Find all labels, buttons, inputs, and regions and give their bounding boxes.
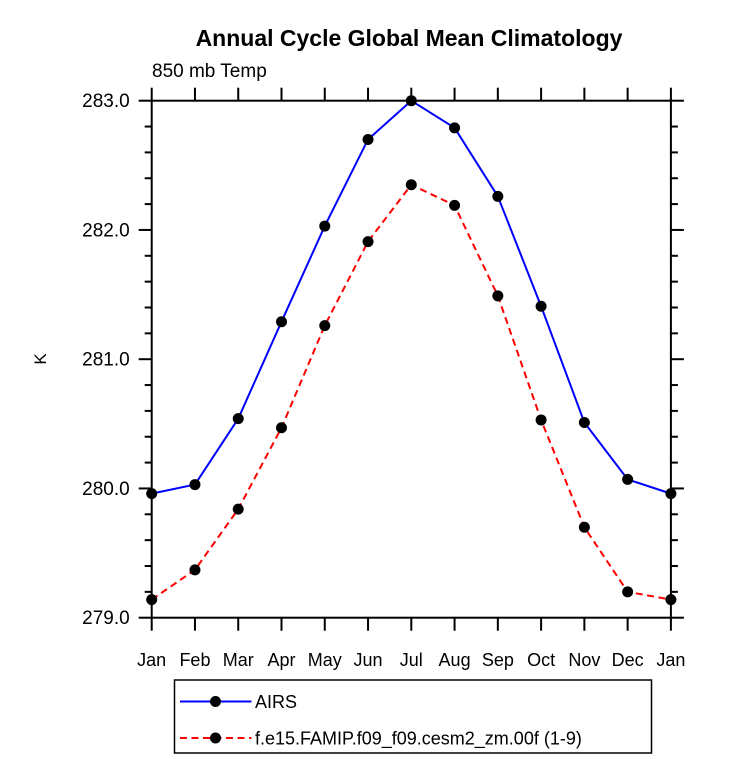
series-marker xyxy=(492,190,504,202)
series-marker xyxy=(232,503,244,515)
series-marker xyxy=(146,488,158,500)
series-marker xyxy=(449,199,461,211)
axes: Jan Feb Mar Apr May Jun Jul Aug Sep Oct Nov Dec Jan 2… xyxy=(82,87,685,670)
x-tick-label: Apr xyxy=(267,650,295,670)
y-tick-label: 279.0 xyxy=(82,608,130,629)
series-marker xyxy=(362,236,374,248)
y-tick-label: 283.0 xyxy=(82,91,130,112)
series-marker xyxy=(449,122,461,134)
legend-marker xyxy=(210,696,221,707)
series-marker xyxy=(189,564,201,576)
legend-label: AIRS xyxy=(255,692,297,712)
x-tick-label: Mar xyxy=(223,650,254,670)
series-line-1 xyxy=(151,183,672,601)
series-line-0 xyxy=(151,99,672,495)
x-tick-label: Oct xyxy=(527,650,555,670)
series-marker xyxy=(146,594,158,606)
legend-marker xyxy=(210,732,221,744)
x-tick-label: May xyxy=(308,650,342,670)
x-tick-label: Jun xyxy=(354,650,383,670)
y-axis-label: K xyxy=(31,353,50,365)
series-marker xyxy=(189,479,201,491)
y-tick-label: 282.0 xyxy=(82,220,130,241)
series-marker xyxy=(665,488,677,500)
plot-frame xyxy=(150,99,672,619)
series-marker xyxy=(405,179,417,191)
series-marker xyxy=(232,413,244,425)
legend-label: f.e15.FAMIP.f09_f09.cesm2_zm.00f (1-9) xyxy=(255,729,582,750)
legend-box xyxy=(173,679,653,754)
series-marker xyxy=(362,133,374,145)
series-marker xyxy=(405,95,417,107)
series-marker xyxy=(319,320,331,332)
chart-title: Annual Cycle Global Mean Climatology xyxy=(196,25,623,51)
series-marker xyxy=(535,300,547,312)
x-tick-label: Sep xyxy=(482,650,514,670)
series-marker xyxy=(276,316,287,328)
series-marker xyxy=(578,521,590,533)
series-marker xyxy=(492,290,504,302)
series-marker xyxy=(535,414,547,426)
series-marker xyxy=(622,473,634,485)
x-tick-label: Dec xyxy=(612,650,644,670)
chart-subtitle: 850 mb Temp xyxy=(152,61,267,82)
y-tick-label: 280.0 xyxy=(82,479,130,500)
x-tick-label: Jan xyxy=(656,650,685,670)
series-marker xyxy=(276,422,287,434)
y-tick-label: 281.0 xyxy=(82,350,130,371)
series-marker xyxy=(578,417,590,429)
x-tick-label: Jul xyxy=(400,650,423,670)
series-marker xyxy=(319,220,331,232)
series-marker xyxy=(622,586,634,598)
series-lines xyxy=(146,95,677,606)
x-tick-label: Aug xyxy=(439,650,471,670)
x-tick-label: Feb xyxy=(179,650,210,670)
x-tick-label: Jan xyxy=(137,650,166,670)
x-tick-label: Nov xyxy=(568,650,600,670)
series-marker xyxy=(665,594,677,606)
legend: AIRS f.e15.FAMIP.f09_f09.cesm2_zm.00f (1-… xyxy=(173,679,653,754)
